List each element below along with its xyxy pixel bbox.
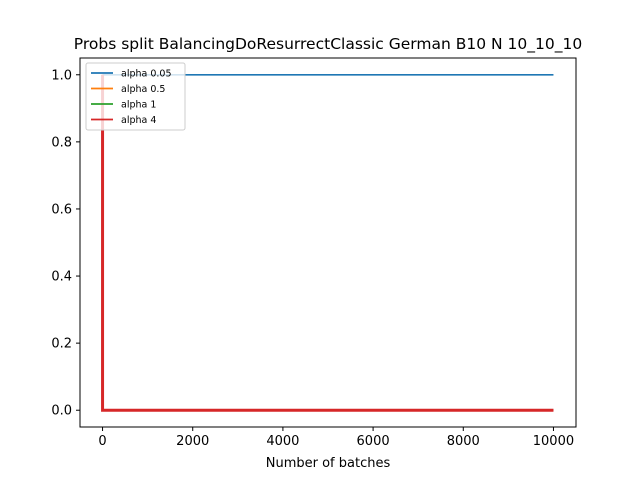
legend-label: alpha 0.05 — [121, 69, 172, 80]
plot-lines — [101, 73, 554, 412]
legend-label: alpha 1 — [121, 100, 156, 111]
y-axis: 0.0 0.2 0.4 0.6 0.8 1.0 — [51, 68, 80, 419]
legend-box — [85, 62, 186, 131]
x-tick-label: 8000 — [447, 434, 480, 449]
series-line-alpha-4 — [101, 74, 554, 412]
x-axis: 0 2000 4000 6000 8000 10000 — [98, 427, 574, 449]
y-tick-label: 0.4 — [51, 270, 72, 285]
y-tick-label: 1.0 — [51, 68, 72, 83]
x-tick-label: 10000 — [533, 434, 574, 449]
legend-label: alpha 4 — [121, 115, 156, 126]
y-tick-label: 0.6 — [51, 202, 72, 217]
legend-label: alpha 0.5 — [121, 84, 165, 95]
y-tick-label: 0.0 — [51, 404, 72, 419]
x-tick-label: 0 — [98, 434, 106, 449]
y-tick-label: 0.2 — [51, 337, 72, 352]
plot-frame — [79, 57, 577, 428]
chart-title: Probs split BalancingDoResurrectClassic … — [74, 35, 582, 54]
x-tick-label: 2000 — [176, 434, 209, 449]
x-tick-label: 6000 — [357, 434, 390, 449]
legend: alpha 0.05 alpha 0.5 alpha 1 alpha 4 — [85, 62, 186, 131]
y-tick-label: 0.8 — [51, 135, 72, 150]
x-axis-label: Number of batches — [266, 456, 391, 471]
x-tick-label: 4000 — [266, 434, 299, 449]
